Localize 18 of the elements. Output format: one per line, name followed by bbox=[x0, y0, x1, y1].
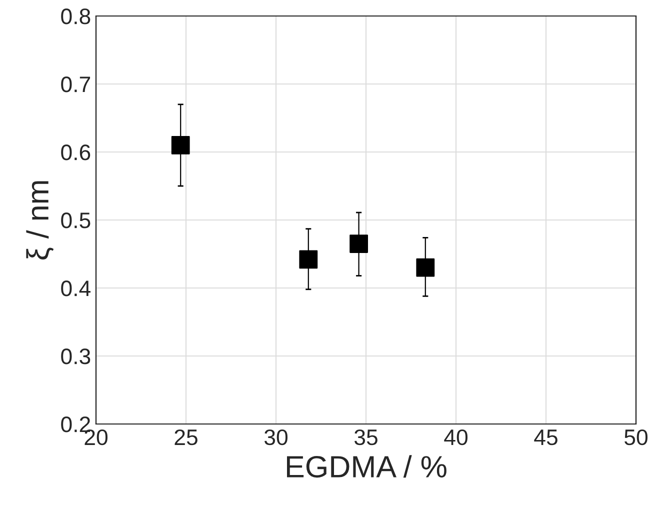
y-tick-label: 0.8 bbox=[61, 8, 90, 24]
y-tick-label: 0.6 bbox=[61, 144, 90, 160]
y-tick-label: 0.5 bbox=[61, 212, 90, 228]
x-tick-label: 30 bbox=[264, 429, 288, 446]
y-axis-title: ξ / nm bbox=[26, 181, 54, 260]
point bbox=[171, 136, 190, 154]
y-tick-label: 0.4 bbox=[61, 280, 90, 296]
x-tick-label: 50 bbox=[624, 429, 648, 446]
y-tick-label: 0.7 bbox=[61, 76, 90, 92]
x-tick-label: 45 bbox=[534, 430, 558, 446]
x-axis-title: EGDMA / % bbox=[287, 455, 446, 478]
point bbox=[299, 250, 318, 269]
x-tick-label: 40 bbox=[444, 429, 468, 446]
x-tick-label: 35 bbox=[354, 429, 378, 446]
x-tick-label: 25 bbox=[174, 429, 198, 446]
point bbox=[416, 258, 435, 277]
y-tick-label: 0.3 bbox=[61, 348, 90, 364]
point bbox=[350, 234, 368, 253]
